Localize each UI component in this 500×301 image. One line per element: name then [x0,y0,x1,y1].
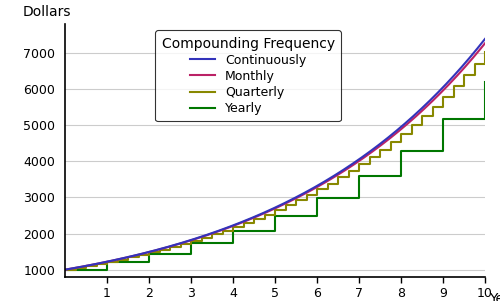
Quarterly [430,114,436,118]
Yearly [188,242,194,245]
Line: Quarterly: Quarterly [65,51,485,270]
Yearly [146,261,152,264]
Yearly [398,149,404,152]
Yearly [272,214,278,218]
Line: Yearly: Yearly [65,82,485,270]
Yearly [230,229,236,233]
Yearly [230,242,236,245]
Monthly [62,268,68,272]
Continuously [84,264,89,268]
Monthly [470,56,476,60]
Yearly [398,175,404,178]
Monthly [266,209,272,213]
Text: Years: Years [489,292,500,301]
Quarterly [62,268,68,272]
Yearly [188,252,194,256]
Continuously [392,129,398,133]
Quarterly [482,50,488,53]
Continuously [482,37,488,41]
Line: Monthly: Monthly [65,43,485,270]
Quarterly [408,132,414,135]
Continuously [266,209,272,212]
Monthly [470,56,476,60]
Quarterly [324,182,330,185]
Yearly [482,118,488,121]
Yearly [356,196,362,200]
Monthly [84,264,89,268]
Yearly [62,268,68,272]
Text: Dollars: Dollars [23,5,72,19]
Yearly [104,261,110,264]
Yearly [314,196,320,200]
Yearly [440,149,446,152]
Quarterly [293,198,299,202]
Yearly [104,268,110,272]
Quarterly [440,95,446,98]
Legend: Continuously, Monthly, Quarterly, Yearly: Continuously, Monthly, Quarterly, Yearly [155,30,341,121]
Continuously [470,52,476,56]
Yearly [146,252,152,256]
Monthly [392,132,398,135]
Continuously [470,52,476,56]
Continuously [255,213,261,217]
Monthly [482,42,488,45]
Yearly [440,118,446,121]
Yearly [314,214,320,218]
Continuously [62,268,68,272]
Yearly [356,175,362,178]
Monthly [255,214,261,218]
Yearly [482,80,488,84]
Yearly [272,229,278,233]
Line: Continuously: Continuously [65,39,485,270]
Quarterly [377,155,383,159]
